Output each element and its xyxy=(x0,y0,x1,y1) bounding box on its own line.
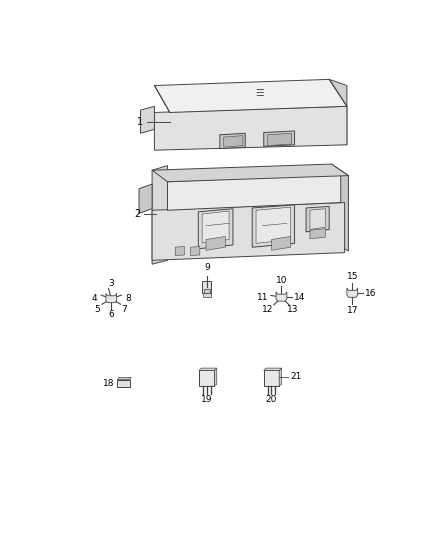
Polygon shape xyxy=(204,289,210,294)
Text: 8: 8 xyxy=(125,294,131,303)
Text: 2: 2 xyxy=(134,209,141,219)
Polygon shape xyxy=(256,207,291,244)
Polygon shape xyxy=(272,237,291,251)
Text: 10: 10 xyxy=(276,276,287,285)
Polygon shape xyxy=(155,106,347,150)
Polygon shape xyxy=(152,166,167,264)
Text: 11: 11 xyxy=(257,293,269,302)
Polygon shape xyxy=(220,133,245,149)
Text: 18: 18 xyxy=(103,379,114,388)
Polygon shape xyxy=(167,174,341,210)
Polygon shape xyxy=(268,133,291,146)
Polygon shape xyxy=(139,184,152,213)
Polygon shape xyxy=(175,246,184,256)
Polygon shape xyxy=(117,377,131,379)
Polygon shape xyxy=(206,237,225,251)
Text: 20: 20 xyxy=(266,395,277,404)
Text: 5: 5 xyxy=(95,305,100,314)
Text: 19: 19 xyxy=(201,395,212,404)
Polygon shape xyxy=(199,370,215,386)
Polygon shape xyxy=(310,229,325,239)
Polygon shape xyxy=(198,209,233,249)
Polygon shape xyxy=(347,288,358,297)
Polygon shape xyxy=(310,209,325,230)
Text: 15: 15 xyxy=(346,272,358,281)
Polygon shape xyxy=(202,281,212,294)
Polygon shape xyxy=(332,164,349,251)
Polygon shape xyxy=(117,379,130,387)
Polygon shape xyxy=(199,368,217,370)
Polygon shape xyxy=(306,206,329,232)
Text: 12: 12 xyxy=(262,305,273,314)
Polygon shape xyxy=(329,79,347,145)
Text: 14: 14 xyxy=(294,293,306,302)
Polygon shape xyxy=(155,79,347,112)
Polygon shape xyxy=(264,131,294,147)
Polygon shape xyxy=(215,368,217,386)
Polygon shape xyxy=(191,246,200,256)
Polygon shape xyxy=(152,203,345,260)
Text: 6: 6 xyxy=(109,310,114,319)
Polygon shape xyxy=(152,164,349,182)
Text: 3: 3 xyxy=(109,279,114,288)
Text: ☰: ☰ xyxy=(255,88,264,98)
Text: 16: 16 xyxy=(365,289,377,298)
Text: 4: 4 xyxy=(92,294,97,303)
Polygon shape xyxy=(252,205,294,247)
Text: 17: 17 xyxy=(346,306,358,315)
Text: 1: 1 xyxy=(137,117,143,127)
Text: 21: 21 xyxy=(291,372,302,381)
Polygon shape xyxy=(224,135,243,147)
Polygon shape xyxy=(106,294,117,303)
Text: 9: 9 xyxy=(204,263,210,272)
Text: 7: 7 xyxy=(121,305,127,314)
Polygon shape xyxy=(264,368,282,370)
Text: 13: 13 xyxy=(286,305,298,314)
Polygon shape xyxy=(276,292,287,301)
Polygon shape xyxy=(141,106,155,133)
Polygon shape xyxy=(203,294,211,297)
Polygon shape xyxy=(279,368,282,386)
Polygon shape xyxy=(202,211,229,243)
Polygon shape xyxy=(264,370,279,386)
